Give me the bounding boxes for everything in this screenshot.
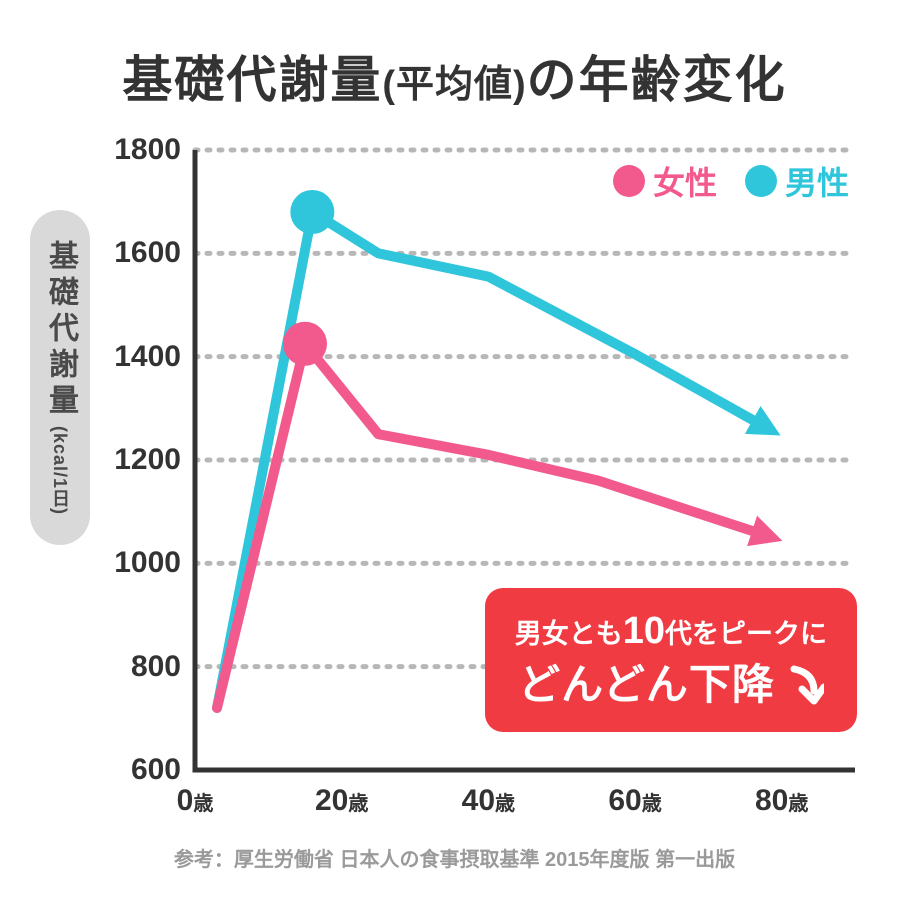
x-tick-label: 60歳 — [608, 770, 661, 818]
callout-line2: どんどん下降 — [515, 657, 827, 714]
callout-line1-post: 代をピークに — [665, 619, 827, 649]
title-sub: (平均値) — [382, 64, 526, 106]
y-tick-label: 1400 — [114, 340, 195, 374]
y-tick-label: 1000 — [114, 546, 195, 580]
title-main-left: 基礎代謝量 — [122, 52, 382, 108]
source-text: 参考：厚生労働省 日本人の食事摂取基準 2015年度版 第一出版 — [0, 843, 909, 872]
x-tick-label: 80歳 — [755, 770, 808, 818]
x-tick-label: 0歳 — [177, 770, 214, 818]
x-tick-label: 20歳 — [315, 770, 368, 818]
page: 基礎代謝量(平均値)の年齢変化 基礎代謝量 (kcal/1日) 女性男性 600… — [0, 0, 909, 902]
y-axis-label-unit: (kcal/1日) — [47, 426, 73, 515]
peak-marker-female — [283, 322, 327, 366]
callout-box: 男女とも10代をピークに どんどん下降 — [485, 588, 857, 732]
y-axis-label-pill: 基礎代謝量 (kcal/1日) — [30, 210, 90, 545]
down-arrow-icon — [788, 665, 824, 705]
callout-line1-pre: 男女とも — [515, 619, 623, 649]
callout-line2-text: どんどん下降 — [518, 661, 775, 708]
callout-line1-big: 10 — [623, 610, 665, 652]
y-tick-label: 1600 — [114, 236, 195, 270]
x-tick-label: 40歳 — [462, 770, 515, 818]
y-tick-label: 1800 — [114, 133, 195, 167]
callout-line1: 男女とも10代をピークに — [515, 606, 827, 657]
chart-title: 基礎代謝量(平均値)の年齢変化 — [30, 40, 879, 112]
y-axis-label-jp: 基礎代謝量 — [36, 240, 84, 420]
y-tick-label: 800 — [131, 650, 195, 684]
title-main-right: の年齢変化 — [527, 52, 787, 108]
y-tick-label: 1200 — [114, 443, 195, 477]
peak-marker-male — [290, 190, 334, 234]
